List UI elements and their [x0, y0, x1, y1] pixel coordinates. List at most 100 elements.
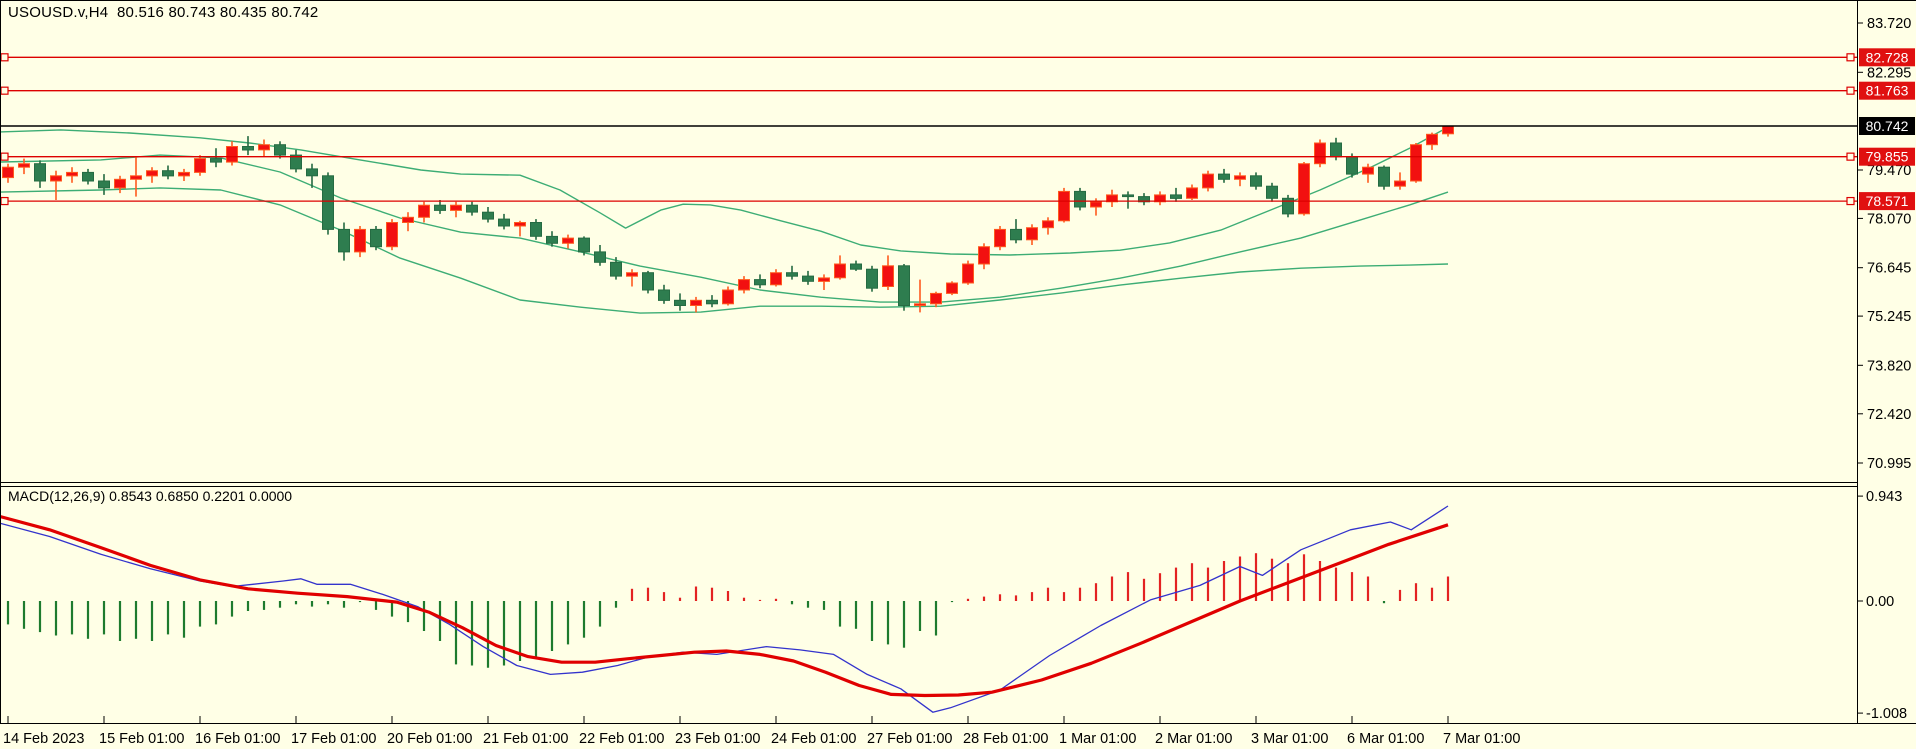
svg-text:79.855: 79.855 [1866, 149, 1909, 165]
candle [1058, 187, 1070, 223]
level-line-handle[interactable] [1846, 53, 1855, 62]
candle [34, 160, 46, 188]
candle [1202, 170, 1214, 192]
svg-text:82.728: 82.728 [1866, 49, 1909, 65]
price-axis-label: 82.295 [1867, 65, 1911, 81]
level-line-handle[interactable] [0, 196, 9, 206]
price-level-badge [1859, 48, 1915, 67]
candle [1378, 165, 1390, 190]
candle [946, 281, 958, 296]
candle [834, 255, 846, 280]
level-line-handle[interactable] [0, 152, 9, 161]
candle [82, 168, 94, 185]
level-line-handle[interactable] [0, 86, 9, 95]
candle [1106, 189, 1118, 207]
candle [786, 265, 798, 280]
time-axis-label: 27 Feb 01:00 [867, 731, 952, 747]
candle [1186, 184, 1198, 200]
candle [1314, 139, 1326, 168]
candle [1170, 187, 1182, 202]
candle [258, 139, 270, 157]
price-axis-label: 76.645 [1867, 261, 1911, 277]
candle [978, 243, 990, 270]
candle [738, 276, 750, 294]
candle [322, 172, 334, 235]
time-axis-label: 24 Feb 01:00 [771, 731, 856, 747]
candle [146, 167, 158, 183]
price-level-badge [1859, 147, 1915, 166]
chart-title: USOUSD.v,H4 80.516 80.743 80.435 80.742 [8, 4, 319, 21]
candle [482, 207, 494, 223]
candle [66, 167, 78, 183]
price-axis-label: 79.470 [1867, 163, 1911, 179]
candle [610, 257, 622, 280]
bollinger-upper-band [0, 126, 1449, 256]
candle [850, 260, 862, 271]
candle [626, 269, 638, 287]
candle [1266, 182, 1278, 202]
level-line-handle[interactable] [0, 53, 9, 62]
current-price-badge [1859, 117, 1915, 135]
candle [370, 226, 382, 251]
candle [1026, 224, 1038, 245]
candle [546, 231, 558, 247]
time-axis-label: 22 Feb 01:00 [579, 731, 664, 747]
candle [114, 175, 126, 194]
candle [418, 201, 430, 223]
candle [1410, 143, 1422, 183]
level-line-handle[interactable] [1846, 196, 1855, 206]
candle [882, 255, 894, 290]
candle [226, 141, 238, 166]
candle [498, 213, 510, 230]
svg-text:78.571: 78.571 [1866, 193, 1909, 209]
price-axis-label: 72.420 [1867, 407, 1911, 423]
candle [674, 293, 686, 311]
candle [306, 163, 318, 188]
time-axis-label: 28 Feb 01:00 [963, 731, 1048, 747]
candle [162, 165, 174, 180]
price-level-badge [1859, 81, 1915, 100]
price-axis-label: 83.720 [1867, 16, 1911, 32]
candle [242, 136, 254, 156]
level-line-handle[interactable] [1846, 86, 1855, 95]
candle [1154, 191, 1166, 206]
svg-text:81.763: 81.763 [1866, 83, 1909, 99]
candle [930, 291, 942, 308]
candle [914, 279, 926, 313]
candle [802, 270, 814, 285]
candle [866, 265, 878, 292]
candle [514, 220, 526, 237]
candle [274, 141, 286, 159]
time-axis-label: 20 Feb 01:00 [387, 731, 472, 747]
macd-axis-label: 0.943 [1866, 489, 1902, 505]
candle [98, 174, 110, 195]
time-axis-label: 23 Feb 01:00 [675, 731, 760, 747]
time-axis-label: 1 Mar 01:00 [1059, 731, 1136, 747]
candle [1250, 172, 1262, 190]
candle [1218, 168, 1230, 183]
bollinger-middle-band [0, 154, 1449, 303]
candle [1042, 217, 1054, 235]
time-axis-label: 17 Feb 01:00 [291, 731, 376, 747]
bollinger-lower-band [0, 187, 1449, 314]
candle [402, 212, 414, 232]
candle [594, 245, 606, 266]
price-axis-label: 78.070 [1867, 211, 1911, 227]
macd-indicator-label: MACD(12,26,9) 0.8543 0.6850 0.2201 0.000… [8, 488, 293, 504]
candle [898, 264, 910, 311]
time-axis-label: 6 Mar 01:00 [1347, 731, 1424, 747]
candle [1394, 172, 1406, 190]
candle [1074, 187, 1086, 211]
candle [1362, 163, 1374, 183]
candle [1282, 194, 1294, 218]
candle [818, 274, 830, 290]
candle [1138, 193, 1150, 206]
price-axis-label: 73.820 [1867, 358, 1911, 374]
candle [722, 286, 734, 306]
candle [994, 226, 1006, 251]
level-line-handle[interactable] [1846, 152, 1855, 161]
candle [210, 148, 222, 168]
